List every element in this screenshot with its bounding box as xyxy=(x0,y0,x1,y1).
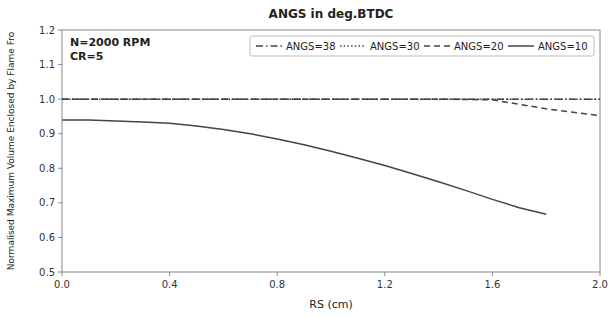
legend-swatch xyxy=(424,45,450,47)
y-tick xyxy=(58,237,62,238)
y-tick xyxy=(58,99,62,100)
series-line xyxy=(62,120,546,214)
y-tick-label: 0.9 xyxy=(39,128,55,139)
x-tick-label: 1.2 xyxy=(377,279,393,290)
legend-label: ANGS=10 xyxy=(538,41,588,52)
y-tick-label: 1.0 xyxy=(39,94,55,105)
x-tick xyxy=(600,272,601,276)
x-tick-label: 0.4 xyxy=(162,279,178,290)
legend-swatch xyxy=(508,45,534,47)
y-tick xyxy=(58,30,62,31)
legend-label: ANGS=20 xyxy=(454,41,504,52)
y-tick xyxy=(58,272,62,273)
y-tick-label: 1.2 xyxy=(39,25,55,36)
y-tick-label: 0.8 xyxy=(39,163,55,174)
y-tick-label: 1.1 xyxy=(39,59,55,70)
y-axis-label: Normalised Maximum Volume Enclosed by Fl… xyxy=(6,31,16,270)
x-tick-label: 2.0 xyxy=(592,279,608,290)
x-tick xyxy=(169,272,170,276)
y-tick xyxy=(58,64,62,65)
legend-label: ANGS=30 xyxy=(370,41,420,52)
chart: ANGS in deg.BTDC 0.0 0.4 0.8 1.2 1.6 2.0 0.5 0.6… xyxy=(0,0,615,318)
x-tick-label: 1.6 xyxy=(484,279,500,290)
series-line xyxy=(62,99,600,116)
x-tick xyxy=(384,272,385,276)
y-tick xyxy=(58,168,62,169)
x-tick xyxy=(277,272,278,276)
legend-swatch xyxy=(340,45,366,47)
x-tick-label: 0.0 xyxy=(54,279,70,290)
x-tick xyxy=(62,272,63,276)
x-tick xyxy=(492,272,493,276)
y-tick xyxy=(58,133,62,134)
x-axis-label: RS (cm) xyxy=(309,298,352,311)
legend-swatch xyxy=(256,45,282,47)
y-tick-label: 0.6 xyxy=(39,232,55,243)
y-tick-label: 0.5 xyxy=(39,267,55,278)
lines xyxy=(62,99,600,214)
title: ANGS in deg.BTDC xyxy=(269,7,394,21)
y-tick-label: 0.7 xyxy=(39,197,55,208)
legend-box xyxy=(250,36,594,56)
plot-frame xyxy=(62,30,600,272)
x-tick-label: 0.8 xyxy=(269,279,285,290)
legend: ANGS=38 ANGS=30 ANGS=20 ANGS=10 xyxy=(250,36,594,56)
annotation: CR=5 xyxy=(70,50,103,63)
y-tick xyxy=(58,202,62,203)
legend-label: ANGS=38 xyxy=(286,41,336,52)
annotation: N=2000 RPM xyxy=(70,36,150,49)
